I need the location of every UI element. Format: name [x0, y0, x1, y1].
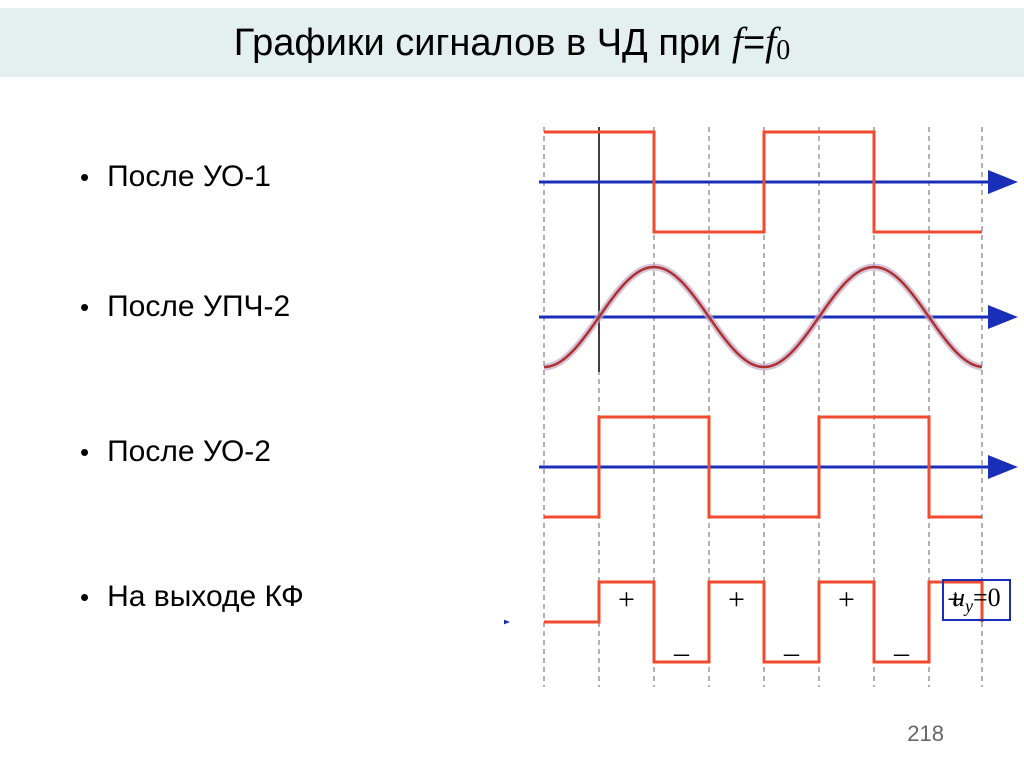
label-kf: На выходе КФ [107, 580, 304, 614]
uy-rest: =0 [973, 583, 1001, 612]
bullet-icon: • [80, 162, 89, 193]
bullet-icon: • [80, 582, 89, 613]
svg-text:+: + [728, 583, 745, 616]
title-var1: f [732, 19, 743, 64]
bullet-icon: • [80, 292, 89, 323]
slide-title: Графики сигналов в ЧД при f=f0 [0, 8, 1024, 77]
bullet-icon: • [80, 437, 89, 468]
label-row: • После УПЧ-2 [80, 237, 504, 377]
label-uo1: После УО-1 [107, 160, 271, 194]
uy-var: u [952, 583, 965, 612]
title-sub: 0 [776, 35, 790, 66]
svg-text:+: + [838, 583, 855, 616]
label-column: • После УО-1 • После УПЧ-2 • После УО-2 … [0, 117, 504, 707]
title-var2: f [765, 19, 776, 64]
title-text: Графики сигналов в ЧД при [234, 22, 732, 64]
label-row: • После УО-2 [80, 377, 504, 527]
svg-text:_: _ [783, 626, 800, 659]
svg-text:_: _ [673, 626, 690, 659]
svg-text:_: _ [893, 626, 910, 659]
uy-label-box: uy=0 [942, 579, 1011, 621]
title-eq: = [743, 22, 765, 64]
label-uo2: После УО-2 [107, 435, 271, 469]
label-upch2: После УПЧ-2 [107, 290, 290, 324]
signal-diagram: +_+_+_+ uy=0 [504, 117, 1024, 707]
uy-sub: y [965, 596, 973, 616]
svg-text:+: + [618, 583, 635, 616]
label-row: • На выходе КФ [80, 527, 504, 667]
label-row: • После УО-1 [80, 117, 504, 237]
page-number: 218 [907, 721, 944, 747]
